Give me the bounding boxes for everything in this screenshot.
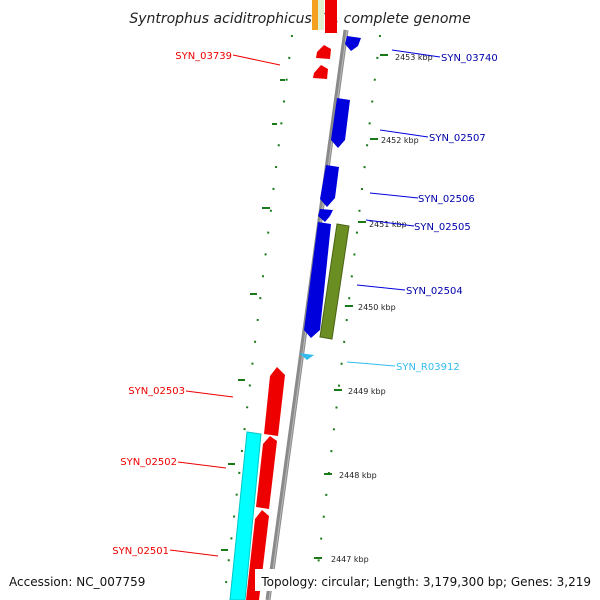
gene-arrow-syn-03739-b[interactable] [313, 65, 328, 79]
leader-line [232, 54, 281, 66]
leader-line [365, 219, 415, 227]
reverse-genes [304, 36, 361, 338]
footer-accession: Accession: NC_007759 [9, 575, 145, 589]
ruler-major-ticks [221, 54, 388, 559]
gene-label-syn-03740[interactable]: SYN_03740 [441, 53, 498, 64]
leader-line [346, 361, 396, 367]
leader-line [177, 461, 227, 469]
gene-arrow-syn-02507[interactable] [331, 98, 350, 148]
map-title: Syntrophus aciditrophicus SB, complete g… [129, 11, 470, 27]
partial-feature-red [325, 0, 337, 33]
gene-label-syn-02501[interactable]: SYN_02501 [112, 546, 169, 557]
footer-topology: Topology: circular; Length: 3,179,300 bp… [260, 575, 591, 589]
gene-arrow-syn-02501[interactable] [246, 510, 269, 600]
partial-feature-pale [318, 0, 324, 30]
gene-arrow-syn-02502[interactable] [256, 436, 277, 509]
ruler-label: 2453 kbp [395, 53, 433, 62]
gene-label-syn-02506[interactable]: SYN_02506 [418, 194, 475, 205]
ruler-label: 2450 kbp [358, 303, 396, 312]
ruler-label: 2449 kbp [348, 387, 386, 396]
cyan-feature-block [229, 431, 262, 600]
leader-line [356, 284, 406, 291]
forward-genes [246, 45, 331, 600]
gene-label-syn-02507[interactable]: SYN_02507 [429, 133, 486, 144]
ruler-label: 2448 kbp [339, 471, 377, 480]
leader-line [169, 549, 219, 557]
gene-label-syn-02505[interactable]: SYN_02505 [414, 222, 471, 233]
gene-arrow-syn-03740[interactable] [345, 36, 361, 51]
gene-arrow-syn-02505[interactable] [318, 209, 333, 222]
gene-label-syn-02502[interactable]: SYN_02502 [120, 457, 177, 468]
gene-labels: SYN_03739 SYN_03740 SYN_02507 SYN_02506 … [112, 51, 498, 557]
leader-lines [169, 49, 441, 557]
leader-line [369, 192, 419, 199]
ruler-label: 2451 kbp [369, 220, 407, 229]
leader-line [391, 49, 441, 58]
gene-label-syn-r03912[interactable]: SYN_R03912 [396, 362, 460, 373]
ruler-label: 2452 kbp [381, 136, 419, 145]
partial-feature-orange [312, 0, 318, 30]
gene-label-syn-03739[interactable]: SYN_03739 [175, 51, 232, 62]
leader-line [185, 390, 234, 398]
gene-arrow-syn-02506[interactable] [320, 165, 339, 207]
ruler-label: 2447 kbp [331, 555, 369, 564]
gene-label-syn-02504[interactable]: SYN_02504 [406, 286, 463, 297]
olive-feature-block [319, 223, 350, 340]
ruler-labels: 2453 kbp 2452 kbp 2451 kbp 2450 kbp 2449… [331, 53, 433, 564]
gene-label-syn-02503[interactable]: SYN_02503 [128, 386, 185, 397]
gene-arrow-syn-02503[interactable] [264, 367, 285, 436]
gene-arrow-syn-02504[interactable] [304, 222, 331, 338]
leader-line [379, 129, 429, 138]
gene-arrow-syn-r03912[interactable] [299, 353, 314, 360]
gene-arrow-syn-03739-a[interactable] [316, 45, 331, 59]
top-partial-features [312, 0, 337, 33]
footer-topology-bg [255, 569, 600, 591]
